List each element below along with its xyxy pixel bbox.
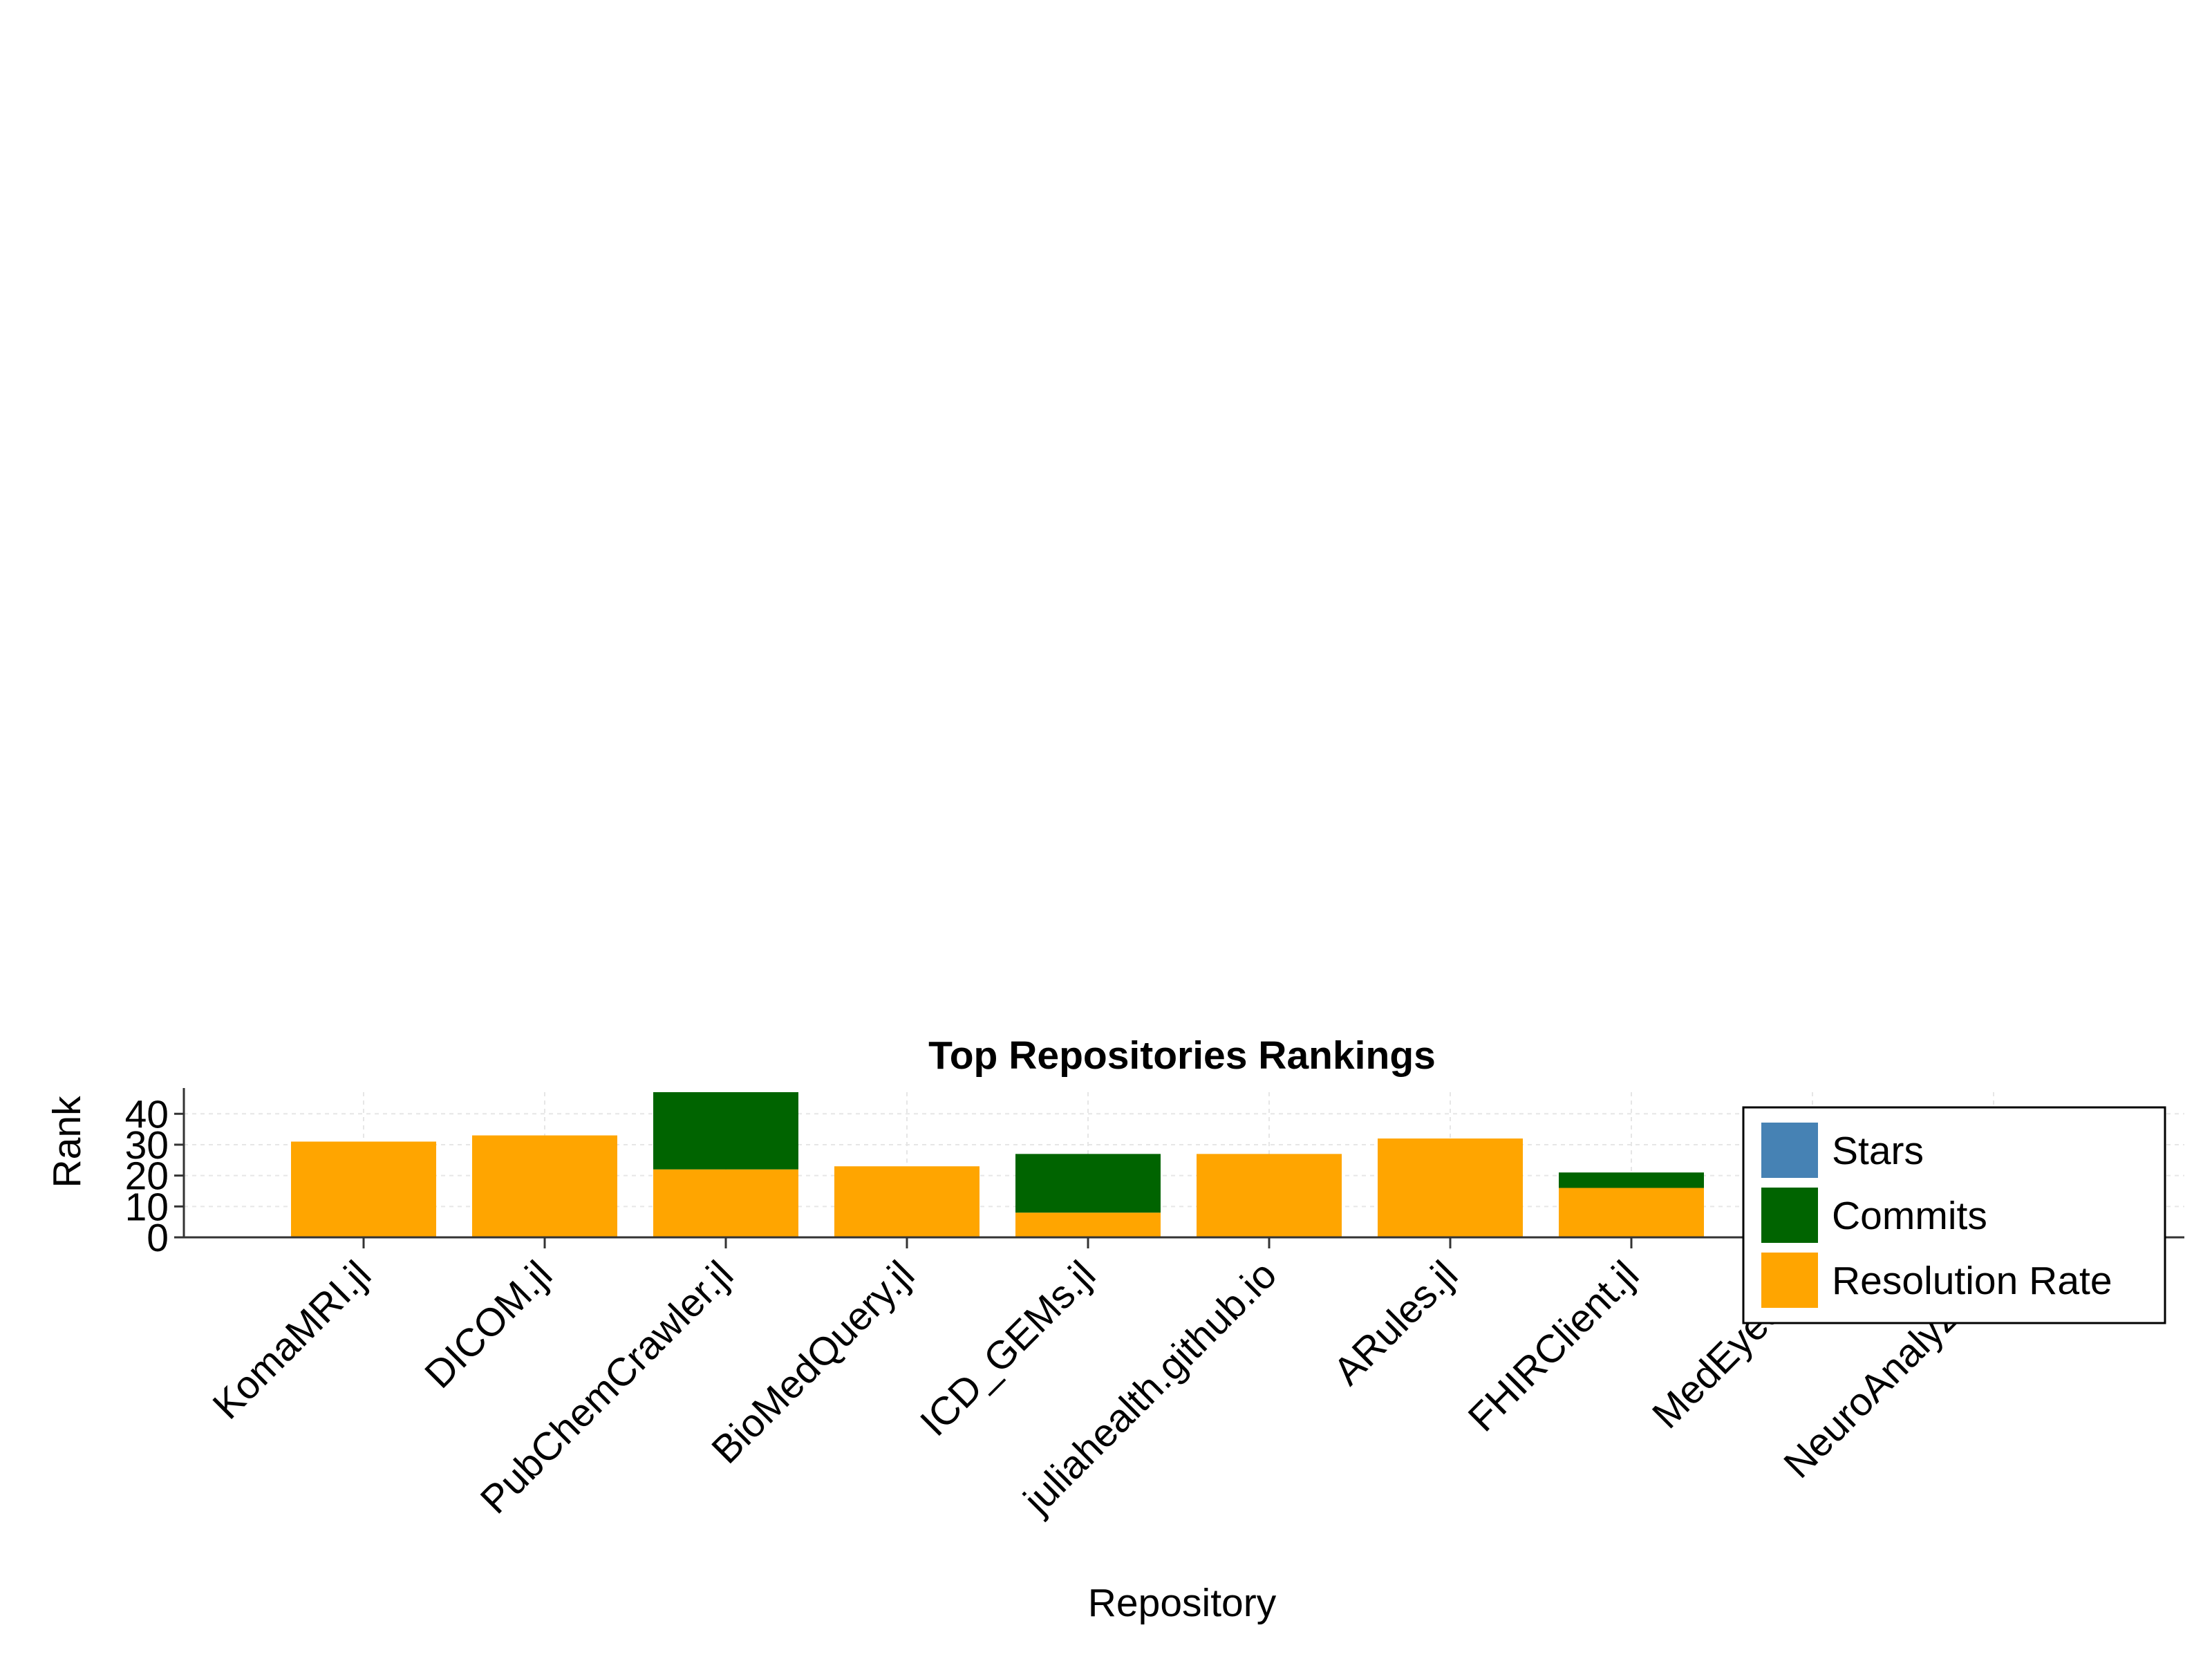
bars bbox=[291, 1092, 1704, 1237]
bar-resolution-rate bbox=[472, 1135, 617, 1237]
bar-resolution-rate bbox=[1015, 1212, 1161, 1237]
legend-label: Commits bbox=[1832, 1194, 1987, 1238]
x-tick-label: KomaMRI.jl bbox=[205, 1253, 380, 1428]
legend: Stars Commits Resolution Rate bbox=[1742, 1106, 2166, 1324]
bar-resolution-rate bbox=[1559, 1188, 1704, 1237]
x-ticks: KomaMRI.jl DICOM.jlPubChemCrawler.jlBioMe… bbox=[205, 1237, 2009, 1524]
y-tick-label: 10 bbox=[125, 1185, 169, 1229]
y-tick-label: 20 bbox=[125, 1154, 169, 1199]
y-tick-label: 30 bbox=[125, 1123, 169, 1168]
bar-resolution-rate bbox=[834, 1166, 980, 1237]
bar-resolution-rate bbox=[653, 1169, 798, 1237]
legend-label: Stars bbox=[1832, 1129, 1924, 1173]
x-tick-label: FHIRClient.jl bbox=[1460, 1253, 1647, 1440]
bar-commits bbox=[1015, 1154, 1161, 1213]
x-tick-label: ARules.jl bbox=[1325, 1253, 1466, 1394]
x-axis-label: Repository bbox=[1088, 1581, 1277, 1625]
legend-swatch bbox=[1761, 1253, 1818, 1308]
bar-resolution-rate bbox=[1378, 1138, 1523, 1237]
y-axis-label: Rank bbox=[45, 1096, 89, 1188]
x-tick-label: DICOM.jl bbox=[416, 1253, 561, 1397]
bar-commits bbox=[1559, 1172, 1704, 1188]
y-tick-label: 40 bbox=[125, 1092, 169, 1136]
legend-swatch bbox=[1761, 1123, 1818, 1178]
bar-commits bbox=[653, 1092, 798, 1170]
y-tick-label: 0 bbox=[147, 1216, 169, 1260]
bar-resolution-rate bbox=[1197, 1154, 1342, 1237]
chart-title: Top Repositories Rankings bbox=[928, 1033, 1436, 1078]
bar-resolution-rate bbox=[291, 1141, 436, 1237]
legend-swatch bbox=[1761, 1188, 1818, 1243]
x-tick-label: ICD_GEMs.jl bbox=[912, 1253, 1104, 1445]
legend-label: Resolution Rate bbox=[1832, 1259, 2112, 1303]
